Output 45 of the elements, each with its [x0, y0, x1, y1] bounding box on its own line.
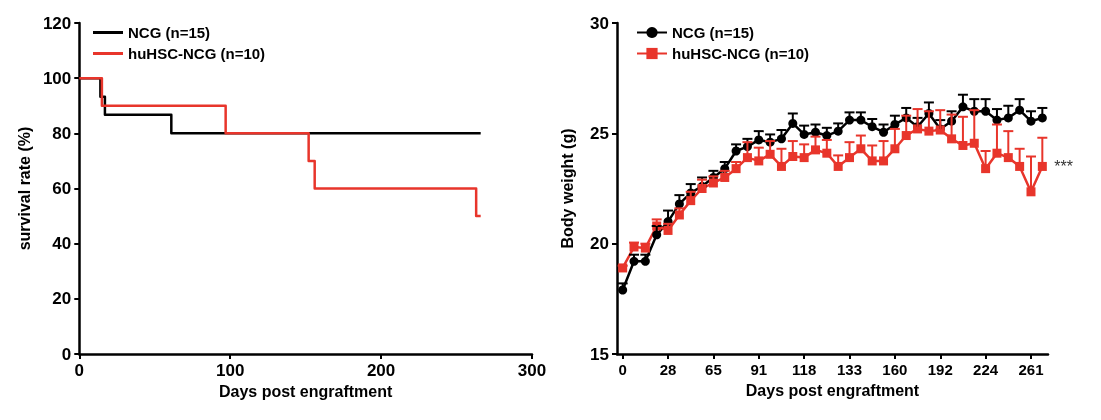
- x-tick-label: 160: [882, 361, 908, 378]
- x-tick-label: 100: [215, 361, 245, 380]
- y-tick-label: 80: [52, 123, 72, 143]
- x-tick-label: 65: [705, 361, 722, 378]
- y-tick-label: 0: [61, 344, 72, 364]
- text: ***: [1054, 157, 1074, 175]
- x-tick-label: 91: [750, 361, 768, 378]
- point: [833, 161, 843, 171]
- y-tick-label: 30: [590, 13, 609, 33]
- point: [776, 161, 786, 171]
- x-tick-label: 261: [1018, 361, 1044, 378]
- point: [822, 148, 832, 158]
- x-tick-label: 0: [74, 361, 84, 380]
- legend-label: huHSC-NCG (n=10): [672, 45, 810, 62]
- x-tick-label: 133: [837, 361, 863, 378]
- y-tick-label: 20: [52, 289, 72, 309]
- point: [992, 148, 1002, 158]
- point: [1037, 161, 1047, 171]
- x-tick-label: 224: [973, 361, 999, 378]
- y-axis-title: Body weight (g): [558, 128, 576, 249]
- y-tick-label: 25: [590, 123, 609, 143]
- legend-label: NCG (n=15): [128, 24, 211, 41]
- x-axis-title: Days post engraftment: [218, 383, 393, 401]
- y-tick-label: 40: [52, 234, 72, 254]
- y-tick-label: 20: [590, 234, 609, 254]
- y-tick-label: 60: [52, 179, 72, 198]
- legend-label: huHSC-NCG (n=10): [128, 45, 266, 62]
- y-axis-title: survival rate (%): [15, 126, 33, 251]
- x-axis-title: Days post engraftment: [745, 381, 920, 399]
- legend-label: NCG (n=15): [672, 24, 755, 41]
- point: [1015, 161, 1025, 171]
- point: [969, 138, 979, 148]
- x-tick-label: 300: [517, 361, 547, 380]
- x-tick-label: 200: [366, 361, 396, 380]
- y-tick-label: 100: [42, 68, 72, 88]
- point: [765, 149, 775, 159]
- x-tick-label: 192: [927, 361, 953, 378]
- x-tick-label: 0: [618, 361, 627, 378]
- y-tick-label: 120: [42, 13, 72, 33]
- x-tick-label: 28: [659, 361, 677, 378]
- y-tick-label: 15: [590, 344, 609, 364]
- point: [924, 126, 934, 136]
- point: [958, 140, 968, 150]
- point: [879, 127, 889, 137]
- x-tick-label: 118: [792, 361, 817, 378]
